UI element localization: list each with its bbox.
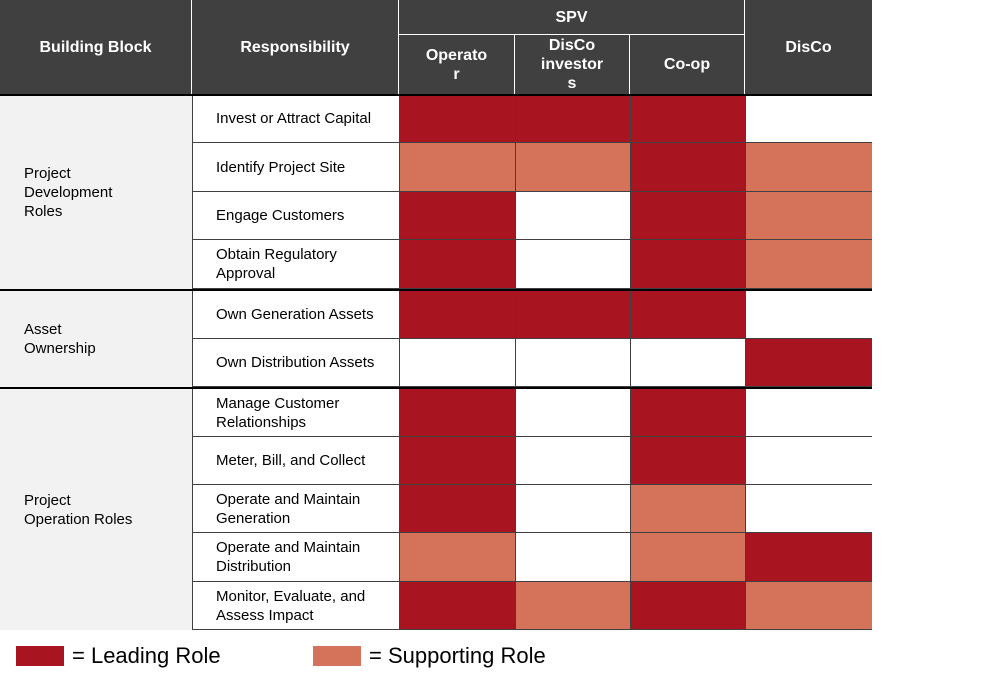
header-building-block: Building Block (0, 0, 192, 94)
responsibility-row: Invest or Attract Capital (192, 95, 399, 143)
header-responsibility: Responsibility (192, 0, 399, 94)
group-divider (0, 387, 872, 389)
block-project-operation: Project Operation Roles (0, 389, 192, 630)
legend-leading: = Leading Role (16, 643, 221, 668)
role-cell-disco (745, 533, 872, 582)
role-cell-disco (745, 291, 872, 339)
role-cell-operator (399, 95, 515, 143)
role-cell-disco-investors (515, 533, 630, 582)
roles-matrix: Building Block Responsibility SPV Operat… (0, 0, 872, 630)
role-cell-operator (399, 192, 515, 240)
role-cell-disco-investors (515, 389, 630, 437)
role-cell-disco-investors (515, 437, 630, 485)
role-cell-coop (630, 533, 745, 582)
responsibility-row: Meter, Bill, and Collect (192, 437, 399, 485)
responsibility-row: Obtain Regulatory Approval (192, 240, 399, 289)
role-cell-operator (399, 240, 515, 289)
role-cell-disco (745, 437, 872, 485)
role-cell-coop (630, 192, 745, 240)
role-cell-coop (630, 240, 745, 289)
role-cell-operator (399, 533, 515, 582)
leading-label: = Leading Role (72, 643, 221, 668)
role-cell-operator (399, 291, 515, 339)
role-cell-disco-investors (515, 95, 630, 143)
role-cell-disco (745, 95, 872, 143)
role-cell-disco-investors (515, 143, 630, 192)
responsibility-row: Operate and Maintain Distribution (192, 533, 399, 582)
role-cell-disco (745, 192, 872, 240)
supporting-label: = Supporting Role (369, 643, 546, 668)
role-cell-operator (399, 485, 515, 533)
role-cell-disco (745, 339, 872, 387)
role-cell-coop (630, 582, 745, 630)
group-divider (0, 289, 872, 291)
header-coop: Co-op (630, 35, 745, 94)
role-cell-disco-investors (515, 485, 630, 533)
role-cell-disco (745, 582, 872, 630)
role-cell-operator (399, 389, 515, 437)
role-cell-disco-investors (515, 582, 630, 630)
header-disco-investors: DisCo investor s (515, 35, 630, 94)
role-cell-operator (399, 339, 515, 387)
group-divider (0, 94, 872, 96)
responsibility-row: Own Distribution Assets (192, 339, 399, 387)
role-cell-coop (630, 339, 745, 387)
role-cell-disco-investors (515, 291, 630, 339)
role-cell-coop (630, 143, 745, 192)
role-cell-disco-investors (515, 192, 630, 240)
role-cell-operator (399, 143, 515, 192)
role-cell-disco (745, 240, 872, 289)
role-cell-disco (745, 389, 872, 437)
role-cell-disco (745, 143, 872, 192)
supporting-swatch (313, 646, 361, 666)
role-cell-operator (399, 437, 515, 485)
role-cell-operator (399, 582, 515, 630)
header-spv: SPV (399, 0, 745, 35)
role-cell-coop (630, 485, 745, 533)
block-asset-ownership: Asset Ownership (0, 291, 192, 387)
responsibility-row: Operate and Maintain Generation (192, 485, 399, 533)
responsibility-row: Identify Project Site (192, 143, 399, 192)
role-cell-disco-investors (515, 240, 630, 289)
responsibility-row: Monitor, Evaluate, and Assess Impact (192, 582, 399, 630)
header-disco: DisCo (745, 0, 872, 94)
role-cell-coop (630, 95, 745, 143)
role-cell-coop (630, 389, 745, 437)
responsibility-row: Own Generation Assets (192, 291, 399, 339)
block-project-development: Project Development Roles (0, 95, 192, 289)
role-cell-disco (745, 485, 872, 533)
role-cell-disco-investors (515, 339, 630, 387)
leading-swatch (16, 646, 64, 666)
role-cell-coop (630, 437, 745, 485)
legend-supporting: = Supporting Role (313, 643, 546, 668)
responsibility-row: Manage Customer Relationships (192, 389, 399, 437)
responsibility-row: Engage Customers (192, 192, 399, 240)
role-cell-coop (630, 291, 745, 339)
header-operator: Operato r (399, 35, 515, 94)
